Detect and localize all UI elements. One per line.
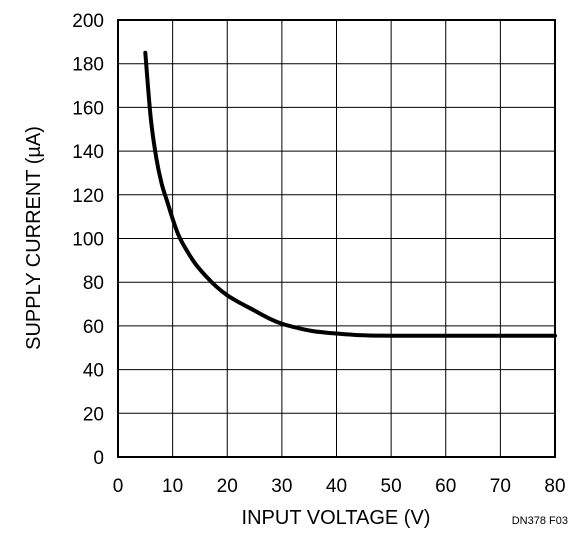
y-axis-label: SUPPLY CURRENT (µA) bbox=[23, 126, 45, 350]
figure-id-label: DN378 F03 bbox=[512, 515, 568, 527]
y-tick-label: 120 bbox=[72, 186, 104, 207]
y-tick-label: 20 bbox=[83, 404, 104, 425]
x-tick-label: 40 bbox=[326, 476, 347, 497]
x-tick-label: 80 bbox=[544, 476, 565, 497]
x-tick-label: 60 bbox=[435, 476, 456, 497]
y-tick-label: 160 bbox=[72, 98, 104, 119]
grid bbox=[118, 20, 555, 457]
y-tick-label: 40 bbox=[83, 361, 104, 382]
x-tick-label: 30 bbox=[271, 476, 292, 497]
x-axis-label: INPUT VOLTAGE (V) bbox=[242, 507, 431, 529]
y-tick-label: 180 bbox=[72, 55, 104, 76]
x-tick-label: 0 bbox=[113, 476, 124, 497]
x-tick-label: 70 bbox=[490, 476, 511, 497]
x-axis-tick-labels: 0 10 20 30 40 50 60 70 80 bbox=[113, 476, 566, 497]
y-tick-label: 100 bbox=[72, 230, 104, 251]
y-tick-label: 200 bbox=[72, 11, 104, 32]
y-tick-label: 80 bbox=[83, 273, 104, 294]
y-axis-tick-labels: 0 20 40 60 80 100 120 140 160 180 200 bbox=[72, 11, 104, 469]
series-line bbox=[143, 50, 557, 338]
plot-frame bbox=[117, 19, 556, 458]
x-tick-label: 50 bbox=[381, 476, 402, 497]
y-tick-label: 0 bbox=[93, 448, 104, 469]
x-tick-label: 10 bbox=[162, 476, 183, 497]
y-tick-label: 60 bbox=[83, 317, 104, 338]
x-tick-label: 20 bbox=[217, 476, 238, 497]
y-tick-label: 140 bbox=[72, 142, 104, 163]
